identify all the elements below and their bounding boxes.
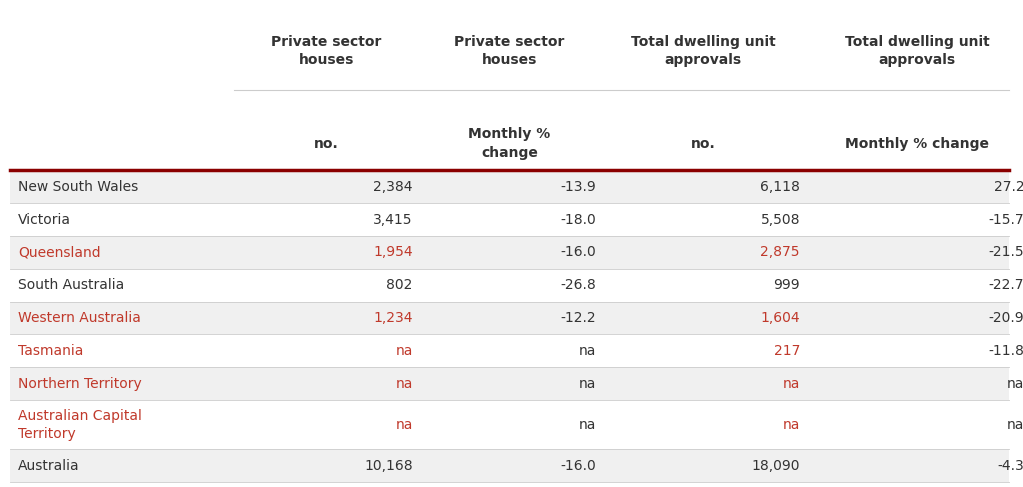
Text: na: na (395, 418, 412, 431)
Text: 10,168: 10,168 (364, 459, 412, 473)
Text: Private sector
houses: Private sector houses (454, 35, 565, 67)
Bar (10, 367, 1009, 400)
Text: 802: 802 (387, 278, 412, 292)
Text: -20.9: -20.9 (988, 311, 1023, 325)
Bar (10, 301, 1009, 335)
Text: 5,508: 5,508 (760, 213, 800, 226)
Text: 2,384: 2,384 (373, 180, 412, 194)
Text: no.: no. (314, 137, 339, 150)
Text: Australian Capital
Territory: Australian Capital Territory (18, 409, 142, 441)
Text: 1,234: 1,234 (373, 311, 412, 325)
Text: Monthly %
change: Monthly % change (469, 128, 550, 160)
Text: -13.9: -13.9 (561, 180, 596, 194)
Text: -16.0: -16.0 (561, 459, 596, 473)
Text: Northern Territory: Northern Territory (18, 377, 142, 391)
Text: -18.0: -18.0 (561, 213, 596, 226)
Text: -4.3: -4.3 (997, 459, 1023, 473)
Text: Australia: Australia (18, 459, 80, 473)
Text: -12.2: -12.2 (561, 311, 596, 325)
Text: Total dwelling unit
approvals: Total dwelling unit approvals (845, 35, 989, 67)
Text: na: na (395, 377, 412, 391)
Text: na: na (579, 344, 596, 358)
Text: Monthly % change: Monthly % change (845, 137, 989, 150)
Text: Tasmania: Tasmania (18, 344, 84, 358)
Text: 1,604: 1,604 (760, 311, 800, 325)
Bar (10, 400, 1009, 450)
Text: 6,118: 6,118 (760, 180, 800, 194)
Text: 27.2: 27.2 (993, 180, 1023, 194)
Text: -21.5: -21.5 (988, 245, 1023, 260)
Text: 3,415: 3,415 (373, 213, 412, 226)
Text: na: na (783, 377, 800, 391)
Text: na: na (579, 377, 596, 391)
Text: Queensland: Queensland (18, 245, 101, 260)
Text: -15.7: -15.7 (988, 213, 1023, 226)
Text: Private sector
houses: Private sector houses (271, 35, 382, 67)
Text: -11.8: -11.8 (988, 344, 1023, 358)
Text: -22.7: -22.7 (988, 278, 1023, 292)
Bar (10, 450, 1009, 482)
Text: na: na (1007, 418, 1023, 431)
Text: na: na (579, 418, 596, 431)
Text: no.: no. (691, 137, 715, 150)
Bar (10, 236, 1009, 269)
Text: na: na (783, 418, 800, 431)
Text: 18,090: 18,090 (752, 459, 800, 473)
Text: Victoria: Victoria (18, 213, 72, 226)
Text: na: na (1007, 377, 1023, 391)
Text: -16.0: -16.0 (561, 245, 596, 260)
Text: 217: 217 (773, 344, 800, 358)
Text: na: na (395, 344, 412, 358)
Text: New South Wales: New South Wales (18, 180, 138, 194)
Text: 999: 999 (773, 278, 800, 292)
Text: Western Australia: Western Australia (18, 311, 141, 325)
Text: 2,875: 2,875 (760, 245, 800, 260)
Bar (10, 170, 1009, 203)
Text: Total dwelling unit
approvals: Total dwelling unit approvals (631, 35, 775, 67)
Text: 1,954: 1,954 (373, 245, 412, 260)
Text: South Australia: South Australia (18, 278, 125, 292)
Bar (10, 335, 1009, 367)
Bar (10, 203, 1009, 236)
Bar (10, 269, 1009, 301)
Text: -26.8: -26.8 (561, 278, 596, 292)
